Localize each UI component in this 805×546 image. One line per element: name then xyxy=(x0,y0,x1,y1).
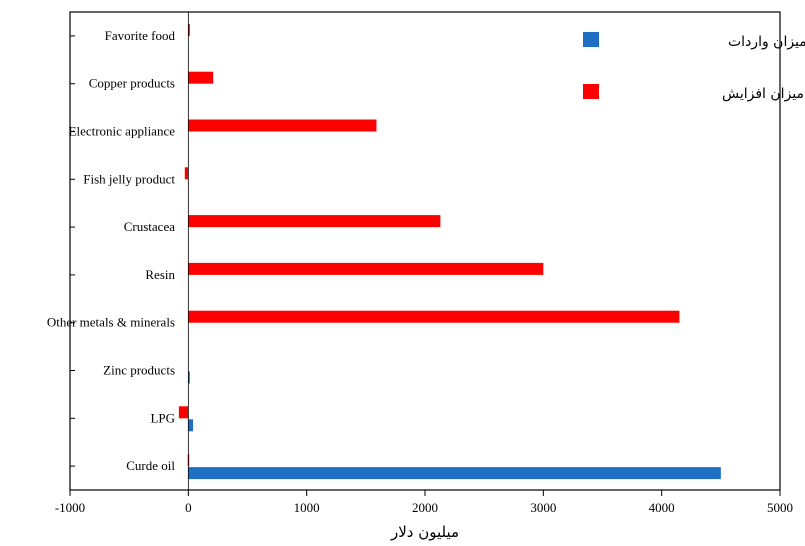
bar xyxy=(188,419,194,432)
y-tick-label: Zinc products xyxy=(103,363,175,378)
legend: میزان واردات میزان افزایش xyxy=(583,32,805,102)
bar xyxy=(188,371,190,384)
plot-frame xyxy=(69,11,781,491)
legend-swatch-imports xyxy=(583,32,599,47)
x-tick-label: 4000 xyxy=(649,500,675,515)
y-tick-label: Crustacea xyxy=(124,219,175,234)
x-axis-title: میلیون دلار xyxy=(390,523,459,541)
y-tick-label: Other metals & minerals xyxy=(47,315,175,330)
y-tick-label: Curde oil xyxy=(126,458,175,473)
legend-label-increase: میزان افزایش xyxy=(722,86,804,102)
y-tick-label: Resin xyxy=(145,267,175,282)
x-tick-label: 2000 xyxy=(412,500,438,515)
x-tick-label: 3000 xyxy=(530,500,556,515)
y-tick-label: Favorite food xyxy=(105,28,176,43)
y-tick-label: Copper products xyxy=(89,76,175,91)
y-tick-label: LPG xyxy=(150,410,175,425)
bar xyxy=(188,119,377,132)
bar xyxy=(188,467,721,480)
bar xyxy=(184,167,189,180)
bar xyxy=(188,310,680,323)
x-tick-label: 5000 xyxy=(767,500,793,515)
bar xyxy=(188,23,190,36)
legend-swatch-increase xyxy=(583,84,599,99)
y-ticks-group: Curde oil LPG Zinc products Other metals & … xyxy=(47,28,176,473)
x-tick-label: 1000 xyxy=(294,500,320,515)
bar xyxy=(178,406,189,419)
bar xyxy=(188,71,214,84)
x-tick-label: 0 xyxy=(185,500,192,515)
x-tick-label: -1000 xyxy=(55,500,85,515)
legend-label-imports: میزان واردات xyxy=(728,34,805,50)
bars-group xyxy=(178,12,721,490)
x-ticks-group: -1000 0 1000 2000 3000 4000 5000 xyxy=(55,490,793,515)
y-tick-label: Electronic appliance xyxy=(69,124,176,139)
bar xyxy=(188,262,544,275)
y-tick-label: Fish jelly product xyxy=(83,171,175,186)
bar xyxy=(188,215,441,228)
